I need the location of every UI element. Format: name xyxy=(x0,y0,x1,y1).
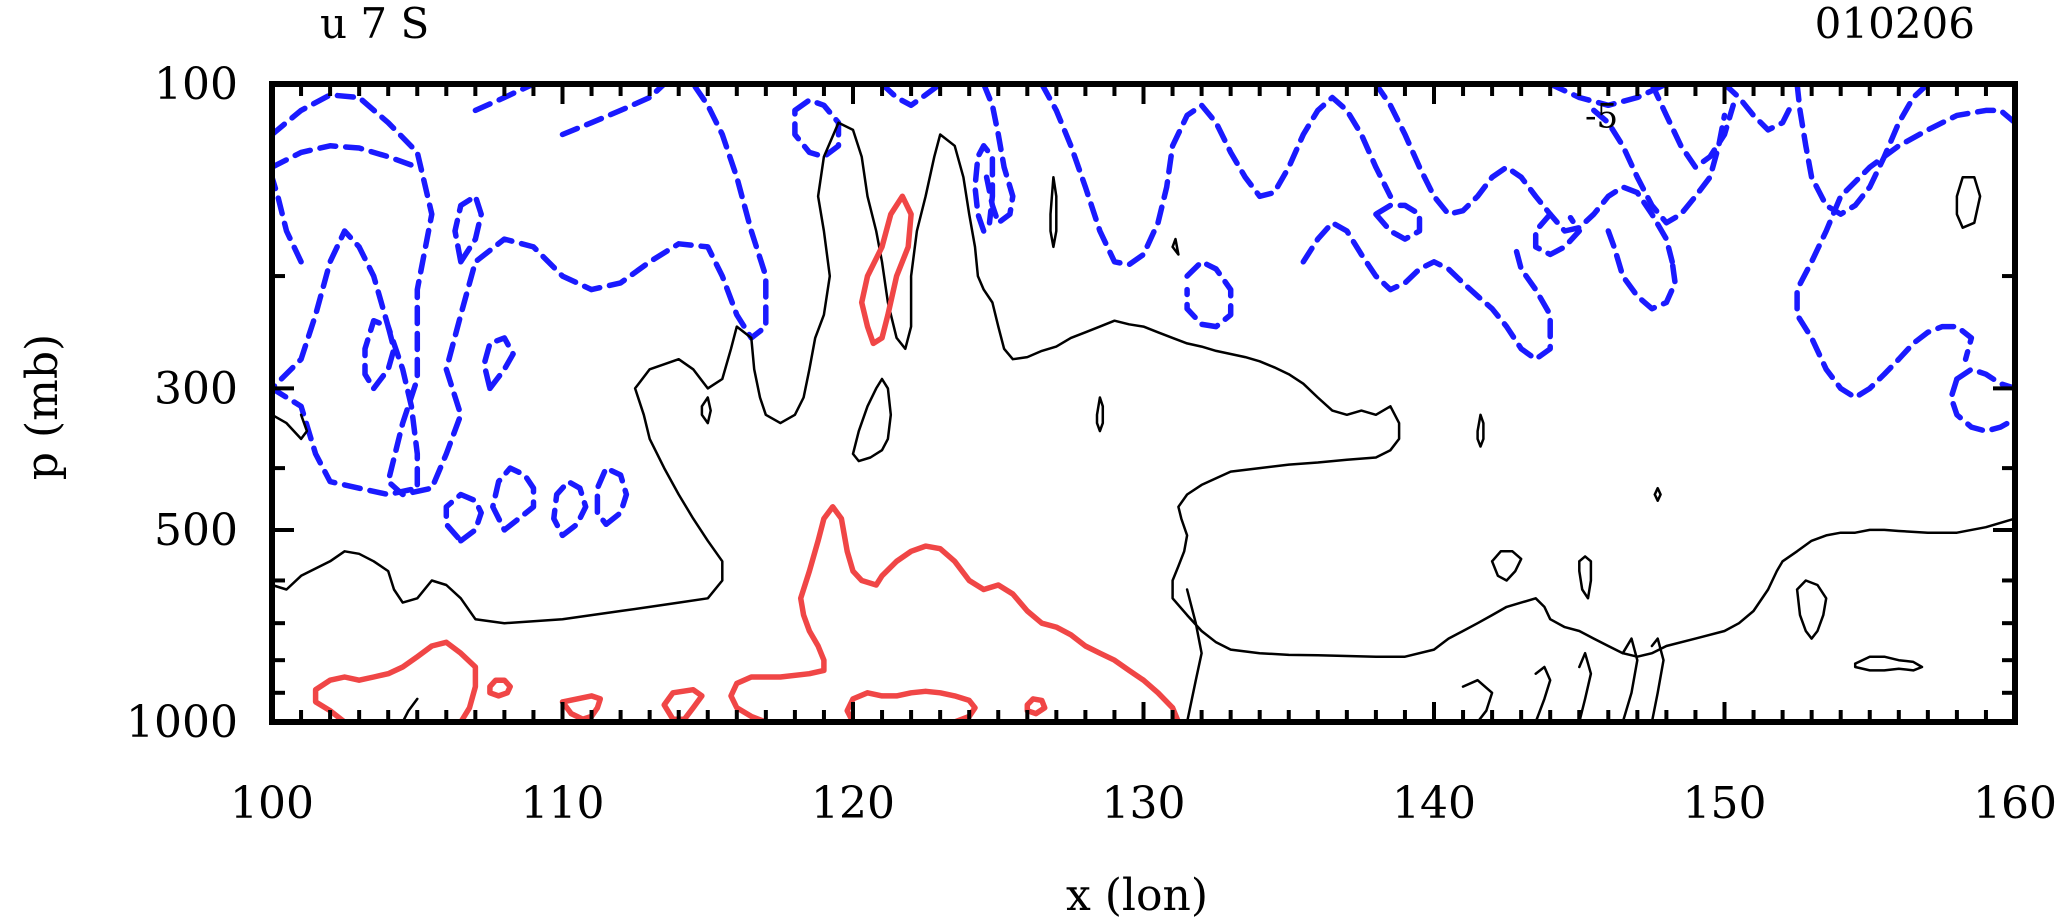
contour-negative-28 xyxy=(472,81,537,114)
contour-negative-3 xyxy=(490,465,537,533)
contour-negative-16 xyxy=(1300,220,1553,362)
contour-negative-14 xyxy=(1184,259,1234,330)
contour-zero-46 xyxy=(1534,665,1552,724)
contour-negative-8 xyxy=(452,193,484,265)
contour-negative-21 xyxy=(1649,81,1736,170)
contour-zero-51 xyxy=(1185,588,1203,724)
contour-positive-60 xyxy=(858,193,914,347)
contour-negative-29 xyxy=(559,81,667,138)
contour-negative-20 xyxy=(1547,81,1670,109)
contour-negative-5 xyxy=(594,465,630,528)
contour-zero-50 xyxy=(1461,678,1494,724)
x-tick-label: 140 xyxy=(1392,778,1476,829)
contour-negative-19 xyxy=(1794,107,2018,401)
contour-negative-0 xyxy=(269,81,769,498)
contour-zero-43 xyxy=(1653,486,1662,502)
contour-zero-44 xyxy=(1795,579,1828,640)
contour-value-label: -5 xyxy=(1585,96,1618,136)
contour-zero-41 xyxy=(1490,550,1523,582)
x-tick-label: 130 xyxy=(1102,778,1186,829)
contour-zero-36 xyxy=(851,377,893,463)
contour-negative-31 xyxy=(269,174,304,265)
contour-negative-1 xyxy=(269,228,421,498)
chart-title-left: u 7 S xyxy=(320,0,429,48)
contour-zero-35 xyxy=(700,396,712,425)
contour-negative-7 xyxy=(481,335,516,392)
contour-negative-4 xyxy=(551,478,589,539)
contour-positive-58 xyxy=(844,688,978,725)
contour-zero-39 xyxy=(1049,175,1058,249)
y-tick-label: 1000 xyxy=(126,697,238,748)
contour-negative-30 xyxy=(269,143,421,170)
contour-zero-47 xyxy=(1578,651,1593,724)
contour-zero-32 xyxy=(270,121,2017,658)
x-axis-label: x (lon) xyxy=(1066,870,1208,921)
contour-zero-45 xyxy=(1853,655,1924,672)
tick-labels: 100 110 120 130 140 150 160 100 300 500 1000 xyxy=(126,59,2057,829)
contour-zero-38 xyxy=(1476,413,1485,448)
axis-ticks xyxy=(270,82,2017,724)
contour-zero-37 xyxy=(1095,396,1105,433)
x-tick-label: 100 xyxy=(230,778,314,829)
contour-negative-11 xyxy=(980,81,1016,226)
contour-negative-6 xyxy=(362,317,397,392)
contour-zero-42 xyxy=(1578,555,1593,600)
contour-negative-12 xyxy=(972,143,996,234)
contour-zero-48 xyxy=(1621,637,1639,724)
contour-zero-33 xyxy=(270,413,309,441)
y-tick-label: 500 xyxy=(154,505,238,556)
y-tick-label: 300 xyxy=(154,363,238,414)
contour-negative-15 xyxy=(1373,81,1675,265)
contour-negative-10 xyxy=(879,81,943,109)
contour-negative-17 xyxy=(1591,107,1728,226)
x-tick-label: 160 xyxy=(1973,778,2057,829)
contour-positive-55 xyxy=(559,693,604,722)
x-tick-label: 110 xyxy=(521,778,605,829)
contour-positive-53 xyxy=(312,639,479,725)
contour-zero-34 xyxy=(401,697,419,724)
y-axis-label: p (mb) xyxy=(17,334,68,480)
contour-negative-23 xyxy=(1605,228,1678,312)
contour-positive-56 xyxy=(661,686,705,722)
contour-negative-2 xyxy=(443,491,484,544)
y-tick-label: 100 xyxy=(154,59,238,110)
contour-lines xyxy=(269,81,2018,725)
x-tick-label: 150 xyxy=(1683,778,1767,829)
contour-negative-27 xyxy=(1948,376,2018,434)
contour-negative-24 xyxy=(1373,202,1423,242)
contour-positive-54 xyxy=(487,677,513,699)
contour-negative-22 xyxy=(1532,211,1583,258)
contour-zero-52 xyxy=(1171,237,1180,256)
contour-zero-49 xyxy=(1650,637,1665,724)
chart-title-right: 010206 xyxy=(1815,0,1975,48)
plot-frame xyxy=(269,81,2018,725)
contour-negative-13 xyxy=(1039,81,1394,268)
contour-zero-40 xyxy=(1955,175,1982,229)
x-tick-label: 120 xyxy=(811,778,895,829)
contour-negative-25 xyxy=(1721,81,1795,133)
contour-negative-26 xyxy=(1954,366,2018,392)
contour-positive-59 xyxy=(1024,696,1048,717)
contour-negative-18 xyxy=(1794,81,1931,217)
contour-positive-57 xyxy=(728,504,1182,725)
contour-negative-9 xyxy=(792,97,842,160)
